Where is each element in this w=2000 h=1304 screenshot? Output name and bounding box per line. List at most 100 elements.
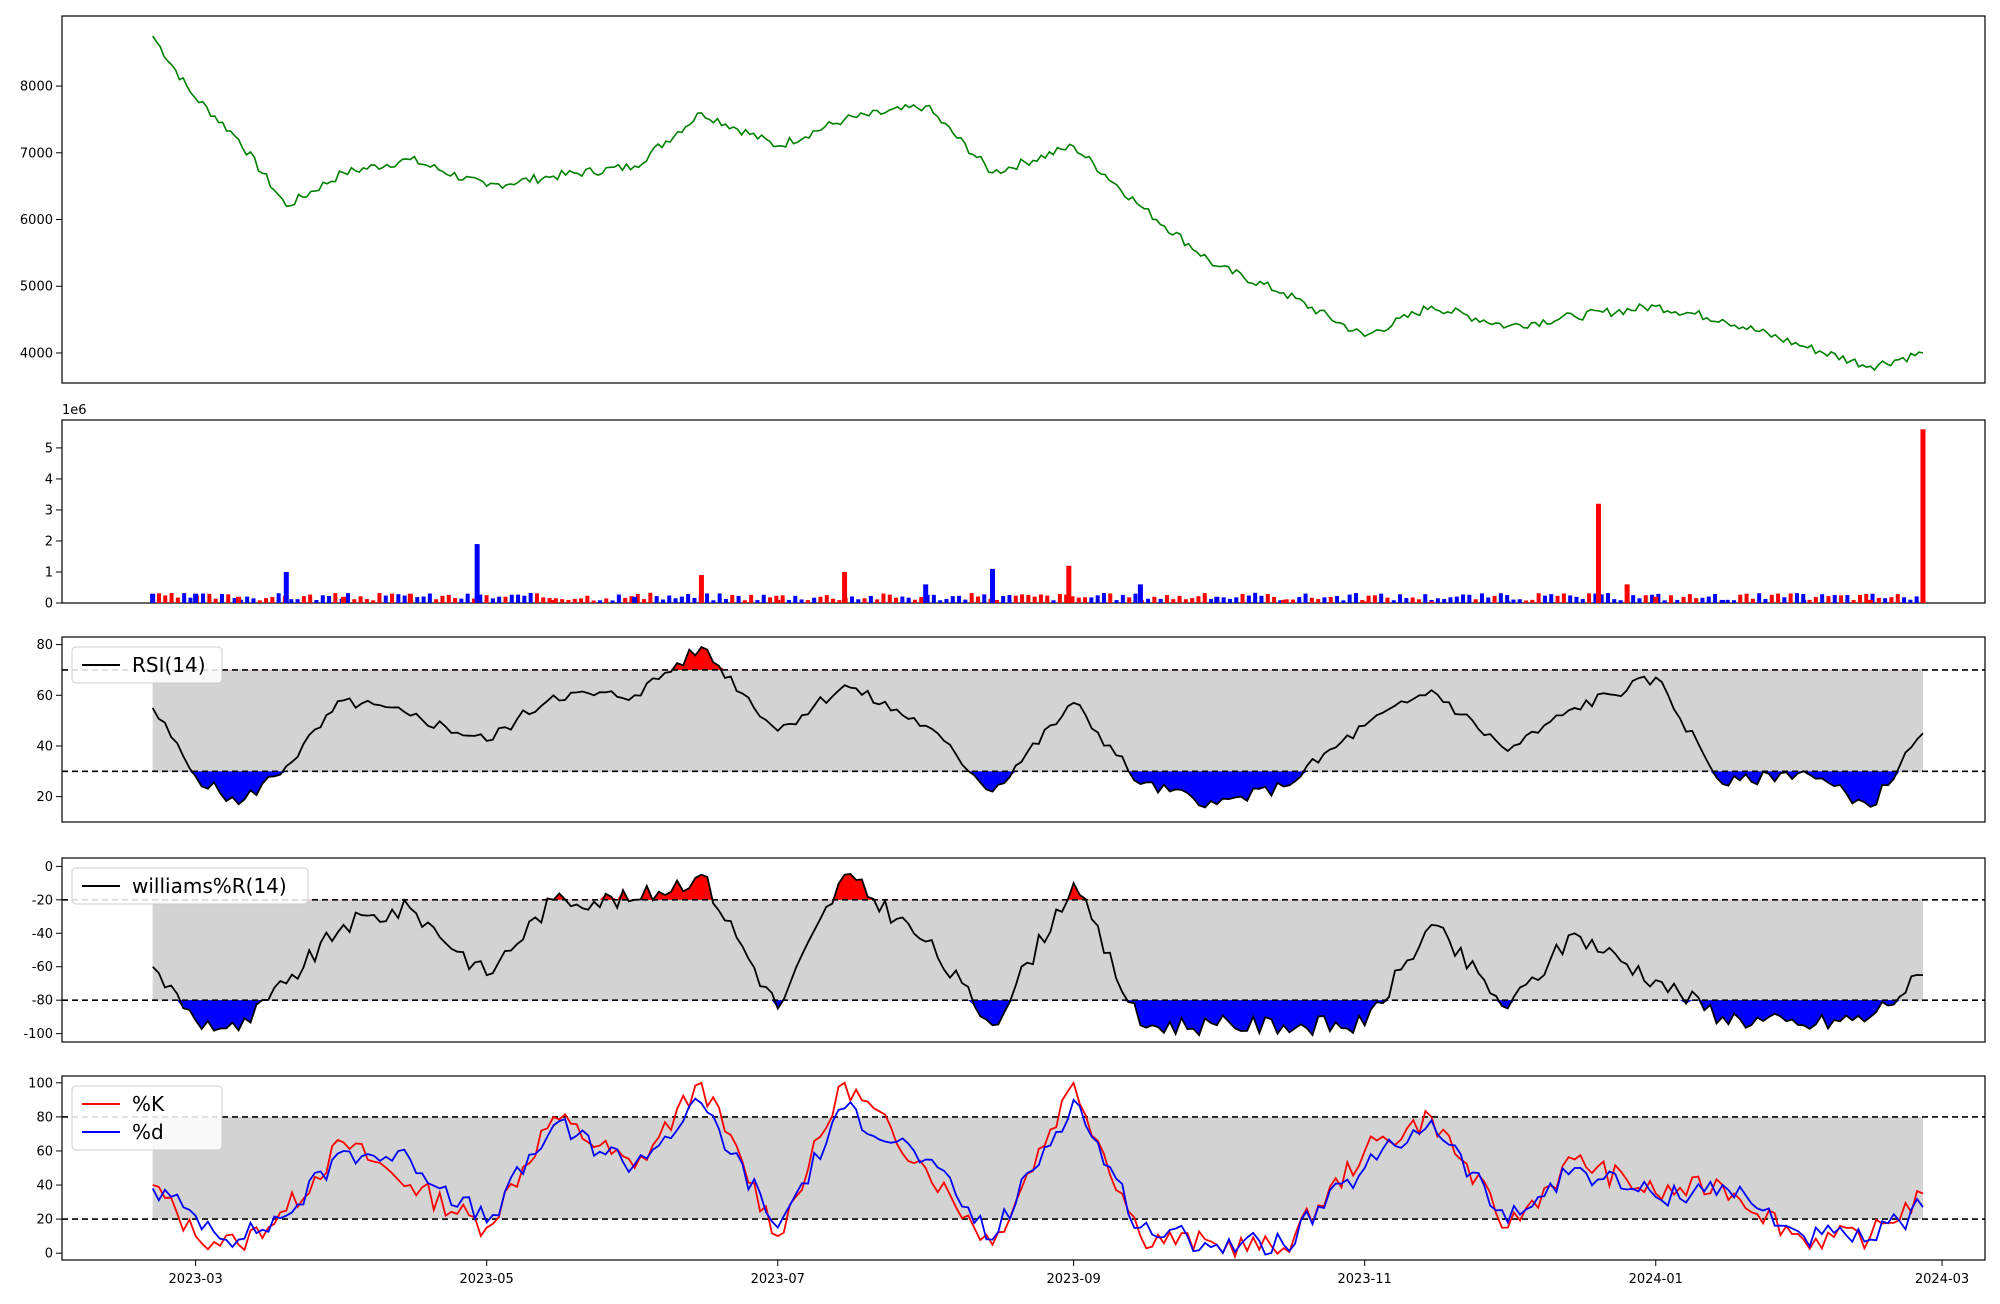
volume-bar-168 [1209, 598, 1214, 603]
volume-bar-43 [421, 596, 426, 603]
volume-bar-90 [717, 593, 722, 603]
volume-bar-220 [1536, 593, 1541, 603]
volume-bar-46 [440, 595, 445, 603]
volume-bar-5 [182, 593, 187, 603]
panel-frame-0 [61, 15, 1986, 384]
volume-bar-key-22 [1624, 584, 1630, 603]
volume-bar-164 [1183, 599, 1188, 603]
volume-bar-189 [1341, 600, 1346, 603]
volume-bar-key-12 [923, 584, 929, 603]
volume-bar-207 [1454, 596, 1459, 603]
volume-bar-key-15 [1137, 584, 1143, 603]
volume-bar-40 [402, 595, 407, 603]
volume-bar-155 [1127, 597, 1132, 603]
volume-bar-225 [1568, 595, 1573, 603]
volume-bar-210 [1473, 599, 1478, 603]
xtick-label-1: 2023-05 [460, 1272, 514, 1287]
volume-bar-key-7 [550, 599, 556, 603]
volume-bar-132 [982, 594, 987, 603]
volume-bar-236 [1637, 598, 1642, 603]
volume-bar-13 [232, 598, 237, 603]
volume-bar-158 [1146, 598, 1151, 603]
volume-bar-211 [1479, 593, 1484, 603]
volume-bar-231 [1605, 593, 1610, 603]
volume-bar-96 [755, 600, 760, 603]
volume-bar-65 [560, 599, 565, 603]
volume-bar-128 [957, 595, 962, 603]
band-fill-3 [152, 899, 1923, 1001]
volume-bar-9 [207, 593, 212, 603]
volume-bar-59 [522, 595, 527, 603]
volume-bar-32 [352, 599, 357, 603]
ytick-label-2-2: 60 [36, 689, 53, 704]
volume-bar-25 [308, 594, 313, 603]
volume-bar-256 [1763, 598, 1768, 603]
volume-bar-57 [509, 594, 514, 603]
volume-bar-229 [1593, 593, 1598, 603]
volume-bar-98 [768, 597, 773, 603]
ytick-label-1-2: 2 [45, 534, 53, 549]
volume-bar-129 [963, 599, 968, 603]
ytick-label-1-3: 3 [45, 503, 53, 518]
volume-bar-15 [245, 596, 250, 603]
ytick-label-0-4: 8000 [20, 80, 53, 95]
volume-bar-250 [1725, 599, 1730, 603]
volume-bar-209 [1467, 594, 1472, 603]
legend-label-2-0: RSI(14) [132, 653, 206, 677]
volume-bar-72 [604, 598, 609, 603]
volume-bar-255 [1757, 593, 1762, 603]
volume-bar-27 [320, 595, 325, 603]
ytick-label-4-2: 40 [36, 1179, 53, 1194]
volume-bar-113 [862, 598, 867, 603]
legend-3: williams%R(14) [71, 867, 309, 905]
volume-bar-key-14 [1066, 565, 1072, 603]
volume-bar-39 [396, 594, 401, 603]
volume-bar-280 [1914, 596, 1919, 603]
volume-bar-77 [635, 593, 640, 603]
volume-bar-26 [314, 599, 319, 603]
volume-bar-17 [257, 600, 262, 603]
volume-bar-200 [1410, 597, 1415, 603]
volume-bar-51 [471, 598, 476, 603]
volume-bar-235 [1631, 595, 1636, 603]
volume-bar-182 [1297, 597, 1302, 603]
volume-bar-3 [169, 593, 174, 603]
volume-bar-247 [1706, 596, 1711, 603]
volume-bar-78 [642, 599, 647, 603]
ytick-label-2-3: 80 [36, 638, 53, 653]
volume-bar-22 [289, 599, 294, 603]
volume-bar-69 [585, 595, 590, 603]
volume-bar-80 [654, 596, 659, 603]
volume-bar-259 [1782, 597, 1787, 603]
band-fill-2 [152, 669, 1923, 772]
volume-bar-116 [881, 593, 886, 603]
ytick-label-4-0: 0 [45, 1247, 53, 1262]
volume-bar-74 [616, 594, 621, 603]
volume-bar-127 [950, 596, 955, 603]
volume-bar-206 [1448, 597, 1453, 603]
volume-bar-key-4 [341, 596, 347, 603]
volume-bar-205 [1442, 599, 1447, 603]
volume-bar-key-16 [1214, 596, 1220, 603]
ytick-label-0-3: 7000 [20, 146, 53, 161]
volume-bar-208 [1461, 594, 1466, 603]
volume-bar-151 [1101, 593, 1106, 603]
xtick-label-0: 2023-03 [168, 1272, 222, 1287]
volume-bar-66 [566, 599, 571, 603]
volume-bar-276 [1889, 597, 1894, 603]
panel-frame-2 [61, 636, 1986, 823]
volume-bar-142 [1045, 595, 1050, 603]
series-line-2-0 [151, 645, 1924, 809]
volume-bar-160 [1158, 598, 1163, 603]
volume-bar-279 [1908, 599, 1913, 603]
ytick-label-2-1: 40 [36, 739, 53, 754]
volume-bar-152 [1108, 593, 1113, 603]
volume-bar-79 [648, 592, 653, 603]
volume-bar-141 [1038, 594, 1043, 603]
legend-label-4-0: %K [132, 1092, 165, 1116]
volume-bar-139 [1026, 594, 1031, 603]
ytick-label-1-5: 5 [45, 441, 53, 456]
volume-bar-165 [1190, 598, 1195, 603]
panel-frame-1 [61, 419, 1986, 604]
